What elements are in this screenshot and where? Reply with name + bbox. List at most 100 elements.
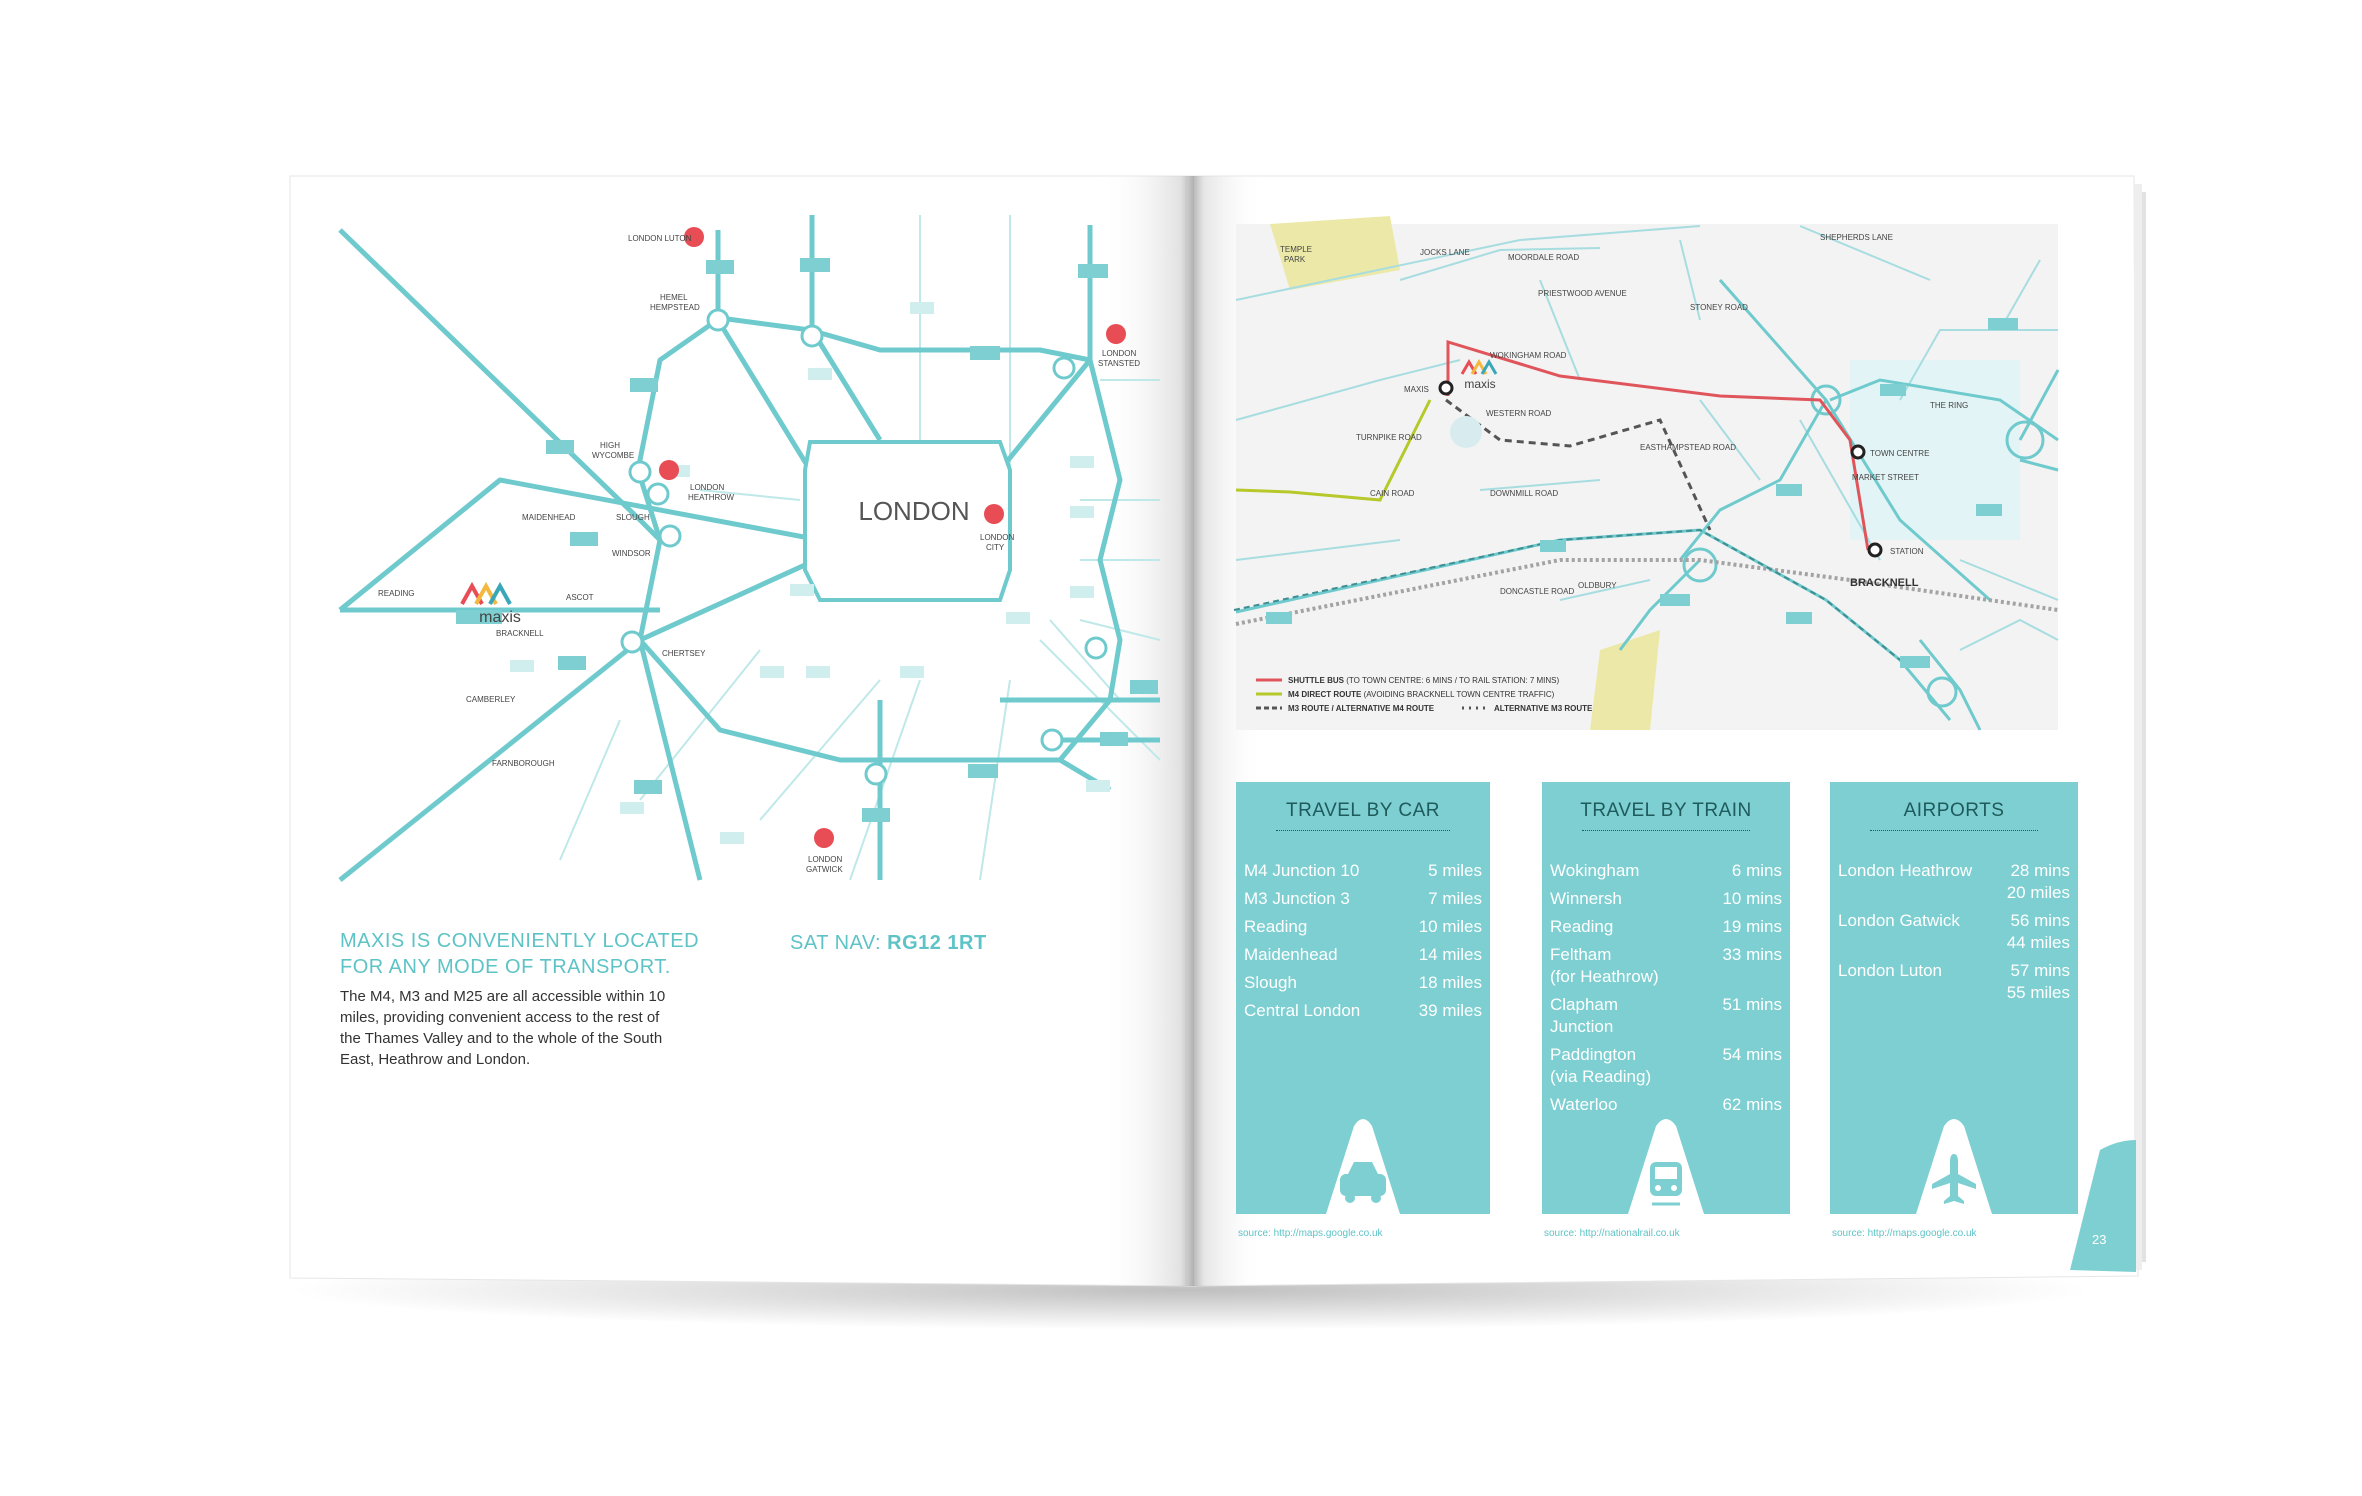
svg-text:maxis: maxis bbox=[479, 609, 521, 626]
car-icon bbox=[1326, 1119, 1400, 1214]
card-row: Slough 18 miles bbox=[1244, 972, 1482, 994]
svg-text:TEMPLE: TEMPLE bbox=[1280, 245, 1312, 254]
row-value: 7 miles bbox=[1428, 889, 1482, 908]
svg-text:HEMPSTEAD: HEMPSTEAD bbox=[650, 303, 700, 312]
row-value: 5 miles bbox=[1428, 861, 1482, 880]
svg-text:LONDON LUTON: LONDON LUTON bbox=[628, 234, 692, 243]
row-value: 19 mins bbox=[1722, 917, 1782, 936]
row-label: London Luton bbox=[1838, 961, 1942, 980]
row-label: London Gatwick bbox=[1838, 911, 1960, 930]
card-rows: London Heathrow 28 mins 20 miles London Ga… bbox=[1838, 860, 2070, 1010]
svg-text:DONCASTLE ROAD: DONCASTLE ROAD bbox=[1500, 587, 1574, 596]
svg-text:WOKINGHAM ROAD: WOKINGHAM ROAD bbox=[1490, 351, 1567, 360]
row-label: Winnersh bbox=[1550, 889, 1622, 908]
svg-text:STONEY ROAD: STONEY ROAD bbox=[1690, 303, 1748, 312]
svg-text:DOWNMILL ROAD: DOWNMILL ROAD bbox=[1490, 489, 1558, 498]
left-body-text: The M4, M3 and M25 are all accessible wi… bbox=[340, 988, 666, 1068]
card-row: Reading 19 mins bbox=[1550, 916, 1782, 938]
svg-text:FARNBOROUGH: FARNBOROUGH bbox=[492, 759, 555, 768]
row-value: 56 mins 44 miles bbox=[2006, 911, 2070, 952]
row-value: 14 miles bbox=[1418, 945, 1482, 964]
svg-text:LONDON: LONDON bbox=[690, 483, 724, 492]
svg-text:LONDON: LONDON bbox=[808, 855, 842, 864]
card-travel-by-car: TRAVEL BY CAR M4 Junction 10 5 miles M3 Ju… bbox=[1236, 782, 1490, 1214]
card-title: TRAVEL BY TRAIN bbox=[1580, 800, 1752, 821]
london-zone bbox=[803, 440, 1012, 602]
row-value: 10 miles bbox=[1418, 917, 1482, 936]
train-icon bbox=[1628, 1119, 1704, 1214]
svg-text:CHERTSEY: CHERTSEY bbox=[662, 649, 706, 658]
svg-text:ALTERNATIVE M3 ROUTE: ALTERNATIVE M3 ROUTE bbox=[1494, 704, 1593, 713]
maxis-logo-map: maxis bbox=[460, 581, 521, 626]
row-label: Waterloo bbox=[1550, 1095, 1618, 1114]
svg-text:HEMEL: HEMEL bbox=[660, 293, 688, 302]
card-divider bbox=[1870, 830, 2038, 831]
source-train: source: http://nationalrail.co.uk bbox=[1544, 1228, 1680, 1239]
card-title: TRAVEL BY CAR bbox=[1286, 800, 1440, 821]
source-car: source: http://maps.google.co.uk bbox=[1238, 1228, 1383, 1239]
heading-line2: FOR ANY MODE OF TRANSPORT. bbox=[340, 956, 671, 978]
svg-text:MARKET STREET: MARKET STREET bbox=[1852, 473, 1919, 482]
row-label: Feltham (for Heathrow) bbox=[1550, 945, 1659, 986]
svg-text:CITY: CITY bbox=[986, 543, 1005, 552]
card-rows: Wokingham 6 mins Winnersh 10 mins Reading 19 … bbox=[1550, 860, 1782, 1122]
row-value: 18 miles bbox=[1418, 973, 1482, 992]
row-value: 6 mins bbox=[1731, 861, 1782, 880]
satnav: SAT NAV: RG12 1RT bbox=[790, 932, 987, 955]
row-value: 57 mins 55 miles bbox=[2006, 961, 2070, 1002]
card-row: Paddington (via Reading) 54 mins bbox=[1550, 1044, 1782, 1088]
source-airports: source: http://maps.google.co.uk bbox=[1832, 1228, 1977, 1239]
card-travel-by-train: TRAVEL BY TRAIN Wokingham 6 mins Winnersh 1… bbox=[1542, 782, 1790, 1214]
svg-text:WINDSOR: WINDSOR bbox=[612, 549, 651, 558]
svg-text:TOWN CENTRE: TOWN CENTRE bbox=[1870, 449, 1929, 458]
row-label: Paddington (via Reading) bbox=[1550, 1045, 1652, 1086]
svg-text:LONDON: LONDON bbox=[1102, 349, 1136, 358]
route-legend: SHUTTLE BUS (TO TOWN CENTRE: 6 MINS / TO… bbox=[1256, 676, 1593, 713]
row-label: Reading bbox=[1244, 917, 1308, 936]
svg-text:CAIN ROAD: CAIN ROAD bbox=[1370, 489, 1415, 498]
card-row: Waterloo 62 mins bbox=[1550, 1094, 1782, 1116]
row-label: Reading bbox=[1550, 917, 1614, 936]
svg-text:BRACKNELL: BRACKNELL bbox=[1850, 577, 1919, 589]
row-label: Central London bbox=[1244, 1001, 1361, 1020]
left-heading: MAXIS IS CONVENIENTLY LOCATED FOR ANY MO… bbox=[340, 928, 740, 980]
satnav-label: SAT NAV: bbox=[790, 932, 882, 954]
airplane-icon bbox=[1916, 1119, 1992, 1214]
svg-text:READING: READING bbox=[378, 589, 414, 598]
row-label: M3 Junction 3 bbox=[1244, 889, 1350, 908]
svg-text:STANSTED: STANSTED bbox=[1098, 359, 1140, 368]
row-value: 28 mins 20 miles bbox=[2006, 861, 2070, 902]
svg-text:STATION: STATION bbox=[1890, 547, 1924, 556]
svg-text:JOCKS LANE: JOCKS LANE bbox=[1420, 248, 1470, 257]
row-value: 54 mins bbox=[1722, 1045, 1782, 1064]
card-title: AIRPORTS bbox=[1903, 800, 2005, 821]
svg-text:SLOUGH: SLOUGH bbox=[616, 513, 650, 522]
card-row: Wokingham 6 mins bbox=[1550, 860, 1782, 882]
maxis-logo-local: maxis bbox=[1460, 359, 1498, 391]
london-label: LONDON bbox=[858, 496, 969, 526]
card-divider bbox=[1276, 830, 1450, 831]
card-row: M3 Junction 3 7 miles bbox=[1244, 888, 1482, 910]
row-label: Wokingham bbox=[1550, 861, 1640, 880]
svg-text:OLDBURY: OLDBURY bbox=[1578, 581, 1617, 590]
card-row: Clapham Junction 51 mins bbox=[1550, 994, 1782, 1038]
svg-text:MOORDALE ROAD: MOORDALE ROAD bbox=[1508, 253, 1579, 262]
svg-text:maxis: maxis bbox=[1464, 377, 1495, 391]
svg-text:TURNPIKE ROAD: TURNPIKE ROAD bbox=[1356, 433, 1422, 442]
svg-text:M3 ROUTE / ALTERNATIVE M4 ROUT: M3 ROUTE / ALTERNATIVE M4 ROUTE bbox=[1288, 704, 1435, 713]
svg-text:M4 DIRECT ROUTE (AVOIDING BRAC: M4 DIRECT ROUTE (AVOIDING BRACKNELL TOWN… bbox=[1288, 690, 1555, 699]
svg-text:HIGH: HIGH bbox=[600, 441, 620, 450]
row-label: M4 Junction 10 bbox=[1244, 861, 1360, 880]
card-divider bbox=[1582, 830, 1750, 831]
row-label: London Heathrow bbox=[1838, 861, 1973, 880]
svg-text:THE RING: THE RING bbox=[1930, 401, 1968, 410]
svg-text:WYCOMBE: WYCOMBE bbox=[592, 451, 634, 460]
card-row: London Gatwick 56 mins 44 miles bbox=[1838, 910, 2070, 954]
svg-text:PARK: PARK bbox=[1284, 255, 1306, 264]
svg-text:PRIESTWOOD AVENUE: PRIESTWOOD AVENUE bbox=[1538, 289, 1627, 298]
card-row: M4 Junction 10 5 miles bbox=[1244, 860, 1482, 882]
svg-text:SHUTTLE BUS (TO TOWN CENTRE: 6: SHUTTLE BUS (TO TOWN CENTRE: 6 MINS / TO… bbox=[1288, 676, 1559, 685]
row-value: 39 miles bbox=[1418, 1001, 1482, 1020]
